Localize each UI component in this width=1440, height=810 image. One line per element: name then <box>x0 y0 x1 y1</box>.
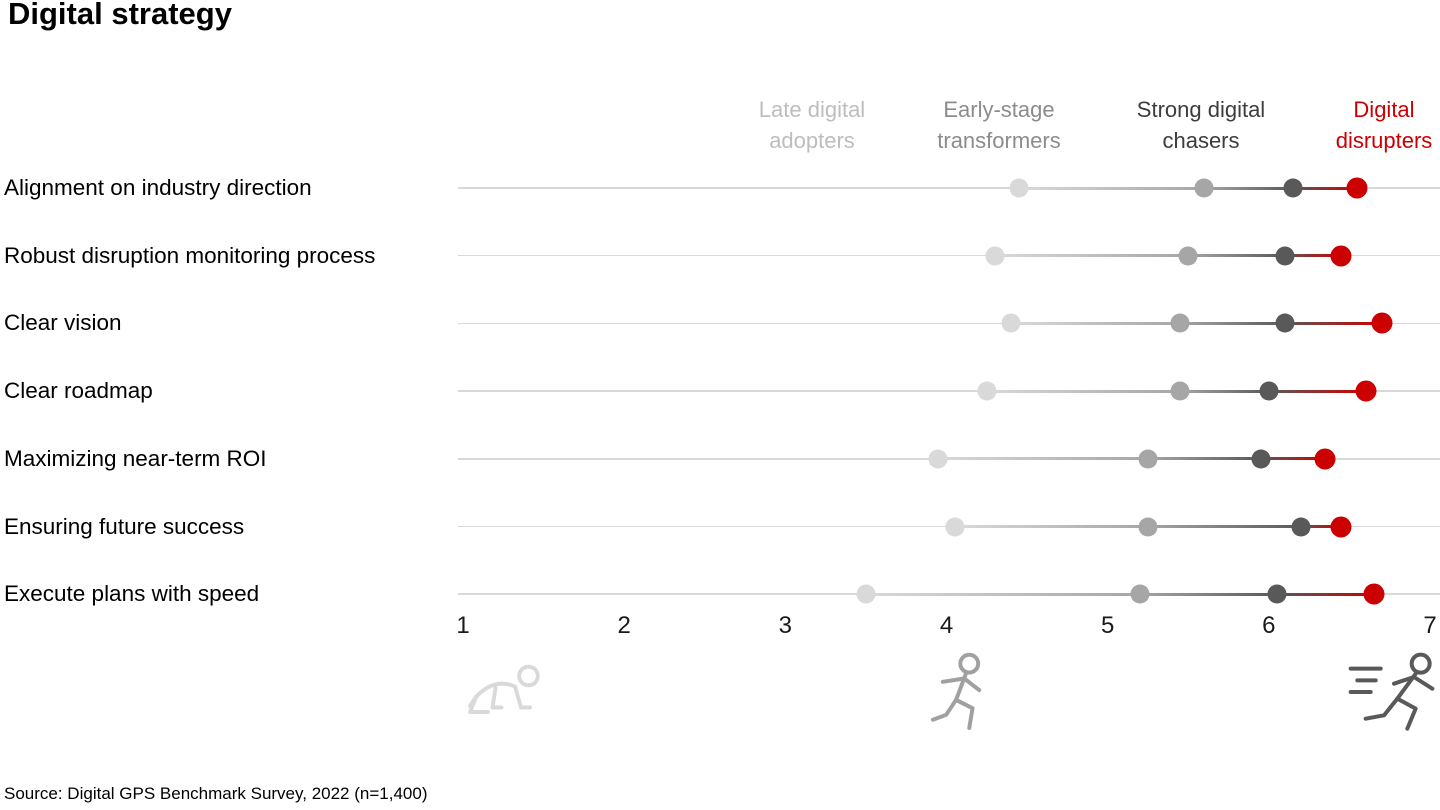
running-person-icon <box>930 652 982 730</box>
data-dot-late-digital-adopters <box>1001 313 1021 333</box>
row-connector-line <box>1019 186 1358 190</box>
category-label: Execute plans with speed <box>4 581 260 607</box>
category-label: Robust disruption monitoring process <box>4 242 376 268</box>
data-dot-digital-disrupters <box>1330 516 1352 537</box>
category-label: Clear vision <box>4 310 122 336</box>
data-dot-late-digital-adopters <box>856 584 876 604</box>
x-axis-tick: 1 <box>456 612 470 639</box>
legend-item: Digital disrupters <box>1335 97 1433 153</box>
x-axis-tick: 4 <box>939 612 954 639</box>
row-baseline <box>458 254 1440 257</box>
legend-item: Early-stage transformers <box>937 97 1061 153</box>
sprinting-person-icon <box>1348 652 1435 731</box>
source-note: Source: Digital GPS Benchmark Survey, 20… <box>4 784 428 803</box>
data-dot-early-stage-transformers <box>1170 381 1190 401</box>
category-label: Maximizing near-term ROI <box>4 445 267 471</box>
row-connector-line <box>865 592 1374 596</box>
data-dot-digital-disrupters <box>1363 583 1385 605</box>
x-axis-tick: 2 <box>617 612 631 639</box>
row-connector-line <box>1010 321 1382 325</box>
data-dot-strong-digital-chasers <box>1251 449 1271 469</box>
data-dot-early-stage-transformers <box>1178 246 1198 266</box>
data-dot-late-digital-adopters <box>945 517 965 536</box>
category-label: Ensuring future success <box>4 513 245 539</box>
row-baseline <box>458 390 1440 392</box>
data-dot-digital-disrupters <box>1355 380 1377 402</box>
x-axis-tick: 5 <box>1100 612 1115 639</box>
data-dot-digital-disrupters <box>1371 312 1393 334</box>
category-label: Alignment on industry direction <box>4 175 312 200</box>
data-dot-early-stage-transformers <box>1138 449 1158 469</box>
data-dot-digital-disrupters <box>1314 448 1336 470</box>
category-label: Clear roadmap <box>4 378 153 404</box>
data-dot-digital-disrupters <box>1330 245 1352 267</box>
row-baseline <box>458 187 1440 189</box>
legend-item: Strong digital chasers <box>1136 97 1266 153</box>
legend-item: Late digital adopters <box>758 97 866 153</box>
chart-title: Digital strategy <box>8 0 232 31</box>
data-dot-strong-digital-chasers <box>1283 178 1303 198</box>
x-axis-tick: 7 <box>1423 612 1437 639</box>
data-dot-strong-digital-chasers <box>1259 381 1279 401</box>
data-dot-late-digital-adopters <box>985 246 1005 266</box>
crawling-person-icon <box>468 664 540 714</box>
row-baseline <box>458 322 1440 325</box>
data-dot-early-stage-transformers <box>1170 313 1190 333</box>
data-dot-strong-digital-chasers <box>1275 246 1295 266</box>
data-dot-late-digital-adopters <box>928 449 948 469</box>
data-dot-late-digital-adopters <box>1009 178 1029 198</box>
data-dot-early-stage-transformers <box>1138 517 1158 536</box>
data-dot-strong-digital-chasers <box>1267 584 1287 604</box>
data-dot-digital-disrupters <box>1346 177 1368 199</box>
data-dot-strong-digital-chasers <box>1291 517 1311 536</box>
x-axis-tick: 6 <box>1262 612 1276 639</box>
data-dot-late-digital-adopters <box>977 381 997 401</box>
data-dot-early-stage-transformers <box>1194 178 1214 198</box>
data-dot-early-stage-transformers <box>1130 584 1150 604</box>
x-axis-tick: 3 <box>778 612 793 639</box>
row-connector-line <box>938 457 1326 461</box>
row-connector-line <box>994 254 1342 258</box>
data-dot-strong-digital-chasers <box>1275 313 1295 333</box>
